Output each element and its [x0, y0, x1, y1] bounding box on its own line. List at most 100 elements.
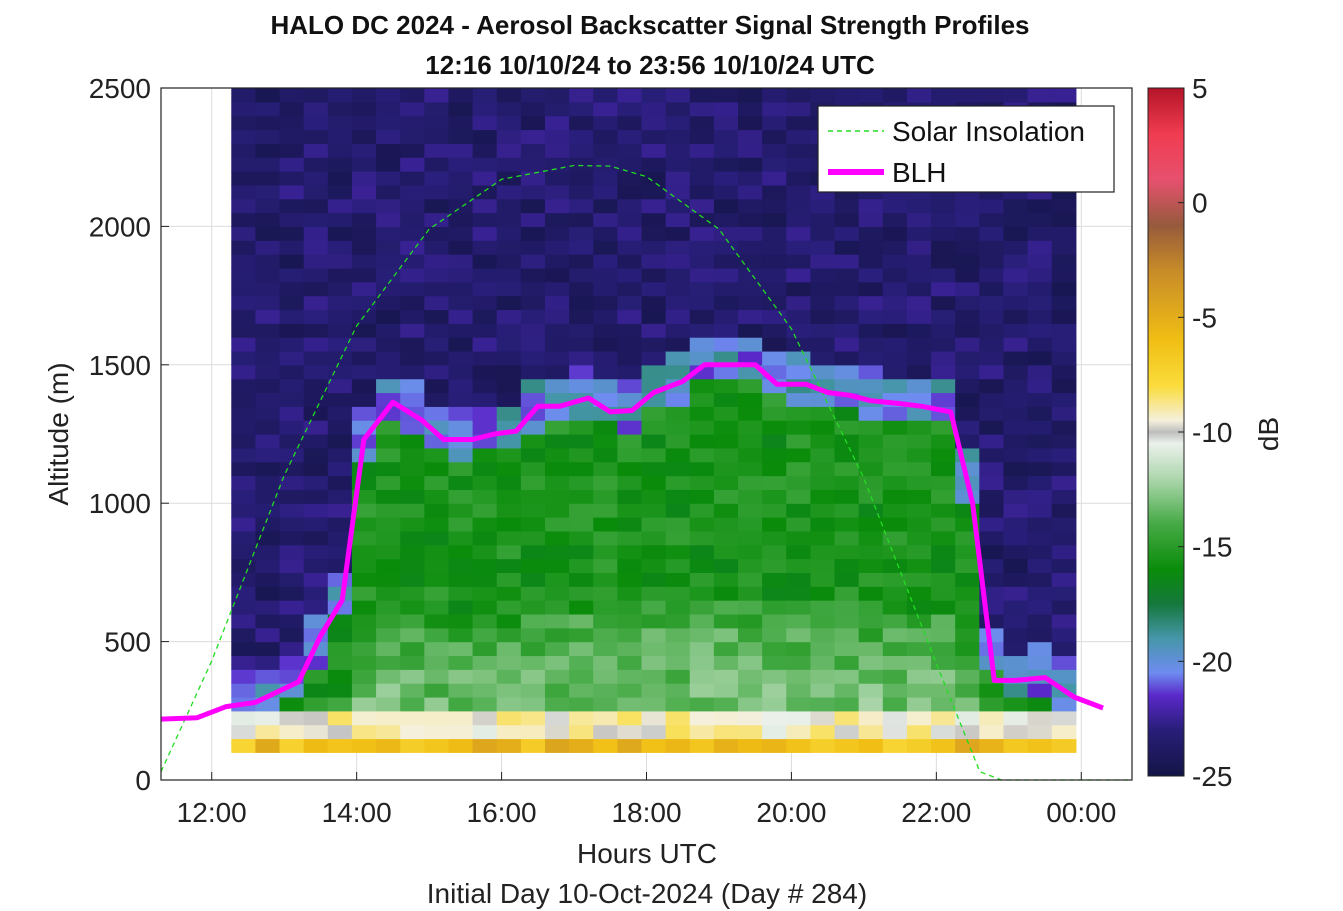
- heatmap-cell: [376, 655, 401, 670]
- heatmap-cell: [255, 143, 281, 158]
- heatmap-cell: [351, 392, 377, 407]
- heatmap-cell: [496, 461, 522, 477]
- heatmap-cell: [400, 447, 425, 463]
- heatmap-cell: [762, 669, 787, 684]
- heatmap-cell: [713, 254, 739, 269]
- heatmap-cell: [641, 586, 667, 601]
- heatmap-cell: [544, 738, 570, 753]
- heatmap-cell: [786, 683, 812, 698]
- heatmap-cell: [255, 669, 281, 684]
- heatmap-cell: [617, 544, 643, 560]
- heatmap-cell: [979, 489, 1005, 504]
- heatmap-cell: [400, 295, 425, 311]
- heatmap-cell: [1027, 530, 1053, 546]
- heatmap-cell: [665, 696, 691, 712]
- heatmap-cell: [303, 696, 329, 712]
- heatmap-cell: [351, 655, 377, 670]
- heatmap-cell: [762, 461, 787, 477]
- heatmap-cell: [376, 586, 401, 601]
- heatmap-cell: [641, 420, 667, 435]
- heatmap-cell: [738, 586, 763, 601]
- heatmap-cell: [665, 489, 691, 504]
- heatmap-cell: [762, 655, 787, 670]
- heatmap-cell: [303, 447, 329, 463]
- heatmap-cell: [255, 475, 281, 490]
- heatmap-cell: [255, 600, 281, 615]
- heatmap-cell: [569, 544, 594, 560]
- heatmap-cell: [786, 212, 812, 227]
- heatmap-cell: [1051, 420, 1077, 435]
- heatmap-cell: [231, 517, 257, 532]
- heatmap-cell: [689, 323, 715, 338]
- heatmap-cell: [689, 683, 715, 698]
- heatmap-cell: [617, 572, 643, 587]
- heatmap-cell: [931, 226, 956, 241]
- heatmap-cell: [762, 212, 787, 227]
- heatmap-cell: [351, 710, 377, 726]
- heatmap-cell: [738, 392, 763, 407]
- heatmap-cell: [424, 627, 450, 643]
- heatmap-cell: [279, 406, 305, 421]
- heatmap-cell: [955, 281, 980, 297]
- heatmap-cell: [617, 434, 643, 449]
- heatmap-cell: [496, 364, 522, 380]
- heatmap-cell: [231, 212, 257, 227]
- heatmap-cell: [641, 641, 667, 657]
- heatmap-cell: [231, 143, 257, 158]
- heatmap-cell: [810, 738, 836, 753]
- heatmap-cell: [593, 600, 618, 615]
- heatmap-cell: [834, 544, 860, 560]
- heatmap-cell: [424, 392, 450, 407]
- heatmap-cell: [641, 558, 667, 573]
- heatmap-cell: [569, 364, 594, 380]
- heatmap-cell: [834, 350, 860, 366]
- heatmap-cell: [641, 738, 667, 753]
- heatmap-cell: [641, 627, 667, 643]
- heatmap-cell: [979, 420, 1005, 435]
- heatmap-cell: [858, 281, 884, 297]
- heatmap-cell: [520, 295, 546, 311]
- heatmap-cell: [424, 489, 450, 504]
- heatmap-cell: [351, 503, 377, 518]
- heatmap-cell: [906, 240, 932, 255]
- heatmap-cell: [424, 157, 450, 172]
- heatmap-cell: [713, 558, 739, 573]
- heatmap-cell: [593, 184, 618, 200]
- heatmap-cell: [255, 586, 281, 601]
- heatmap-cell: [931, 323, 956, 338]
- heatmap-cell: [569, 198, 594, 214]
- heatmap-cell: [496, 101, 522, 117]
- heatmap-cell: [327, 350, 353, 366]
- heatmap-cell: [931, 88, 956, 103]
- heatmap-cell: [496, 350, 522, 366]
- heatmap-cell: [1051, 281, 1077, 297]
- heatmap-cell: [641, 600, 667, 615]
- heatmap-cell: [327, 240, 353, 255]
- heatmap-cell: [569, 669, 594, 684]
- heatmap-cell: [231, 627, 257, 643]
- heatmap-cell: [906, 461, 932, 477]
- heatmap-cell: [448, 254, 474, 269]
- heatmap-cell: [858, 337, 884, 352]
- heatmap-cell: [376, 724, 401, 740]
- x-tick-label: 22:00: [901, 797, 971, 828]
- heatmap-cell: [689, 420, 715, 435]
- heatmap-cell: [279, 489, 305, 504]
- heatmap-cell: [689, 171, 715, 186]
- heatmap-cell: [424, 655, 450, 670]
- heatmap-cell: [279, 420, 305, 435]
- heatmap-cell: [931, 240, 956, 255]
- heatmap-cell: [376, 129, 401, 144]
- heatmap-cell: [1003, 461, 1029, 477]
- heatmap-cell: [931, 683, 956, 698]
- heatmap-cell: [351, 350, 377, 366]
- heatmap-cell: [472, 600, 498, 615]
- heatmap-cell: [279, 475, 305, 490]
- heatmap-cell: [424, 517, 450, 532]
- heatmap-cell: [931, 281, 956, 297]
- heatmap-cell: [544, 281, 570, 297]
- heatmap-cell: [279, 254, 305, 269]
- heatmap-cell: [1051, 724, 1077, 740]
- heatmap-cell: [906, 724, 932, 740]
- heatmap-cell: [303, 613, 329, 629]
